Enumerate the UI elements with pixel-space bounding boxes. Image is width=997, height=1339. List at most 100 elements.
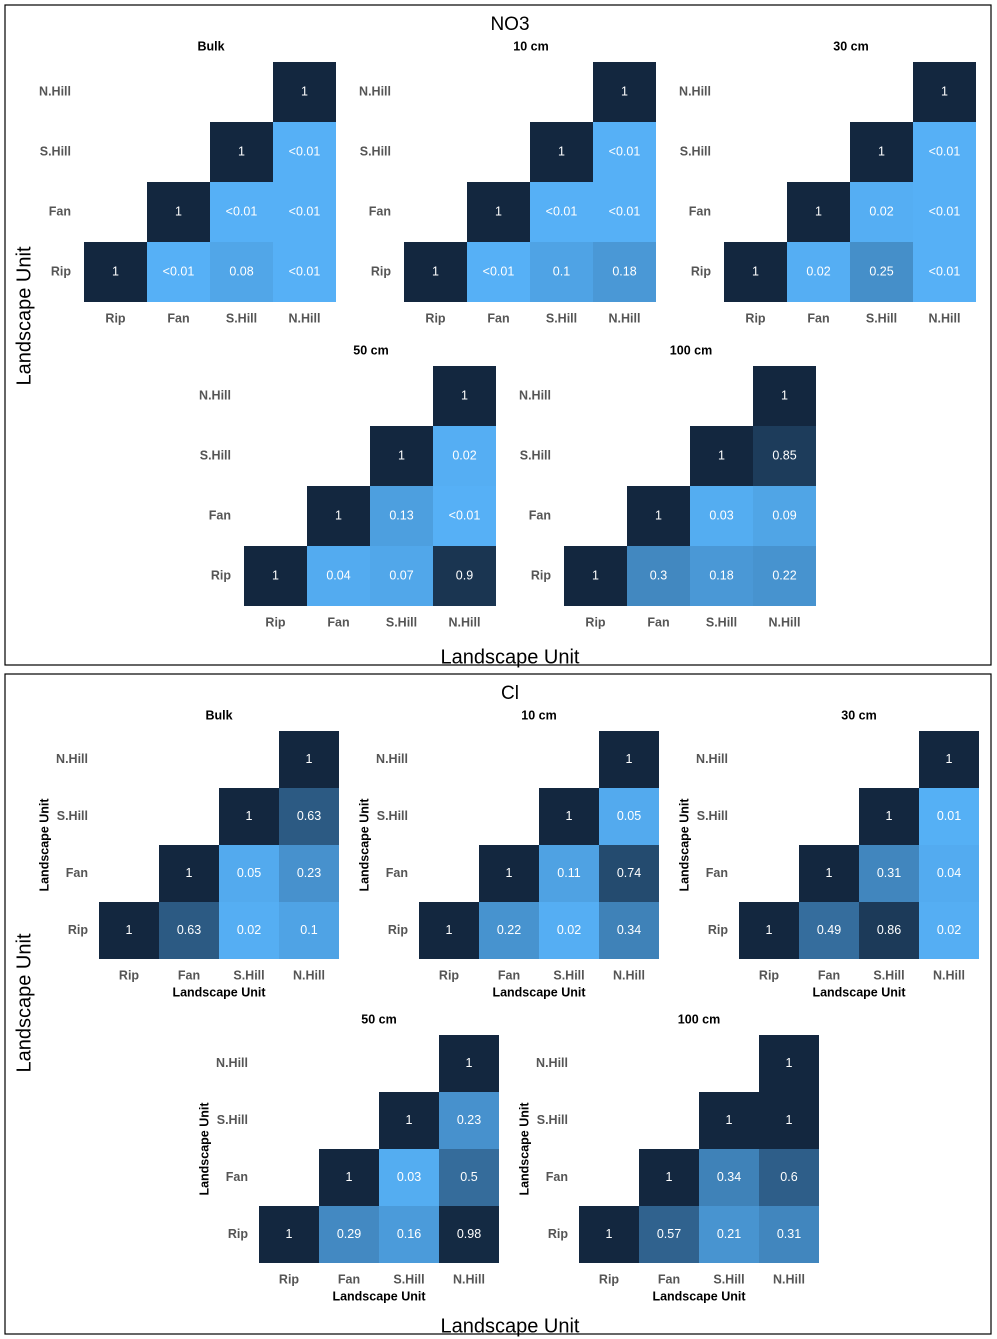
heatmap-cell xyxy=(219,845,279,902)
cell-value-label: 0.63 xyxy=(297,809,321,823)
panel-title: 50 cm xyxy=(353,343,388,357)
y-tick-label: N.Hill xyxy=(519,388,551,402)
cell-value-label: 1 xyxy=(506,866,513,880)
heatmap-cell xyxy=(913,62,976,122)
x-tick-label: N.Hill xyxy=(769,615,801,629)
cell-value-label: 1 xyxy=(815,204,822,218)
y-tick-label: S.Hill xyxy=(40,144,71,158)
panel-30-cm: 30 cm N.Hill 1 S.Hill 1 <0.01 Fan 1 0.02 <0.01 Rip… xyxy=(679,39,976,325)
figure-y-axis-label: Landscape Unit xyxy=(13,933,35,1072)
x-tick-label: S.Hill xyxy=(866,311,897,325)
heatmap-cell xyxy=(913,122,976,182)
y-tick-label: Fan xyxy=(689,204,711,218)
x-tick-label: Rip xyxy=(279,1272,300,1286)
heatmap-cell xyxy=(753,486,816,546)
x-tick-label: Fan xyxy=(487,311,509,325)
cell-value-label: 1 xyxy=(606,1227,613,1241)
heatmap-cell xyxy=(690,546,753,606)
heatmap-cell xyxy=(913,182,976,242)
x-tick-label: Rip xyxy=(119,968,140,982)
cell-value-label: 0.34 xyxy=(717,1170,741,1184)
cell-value-label: 0.25 xyxy=(869,264,893,278)
y-tick-label: Rip xyxy=(691,264,712,278)
y-tick-label: N.Hill xyxy=(376,752,408,766)
cell-value-label: 1 xyxy=(446,923,453,937)
heatmap-cell xyxy=(699,1092,759,1149)
x-tick-label: N.Hill xyxy=(449,615,481,629)
cell-value-label: 0.29 xyxy=(337,1227,361,1241)
heatmap-cell xyxy=(147,242,210,302)
heatmap-cell xyxy=(244,546,307,606)
heatmap-cell xyxy=(593,182,656,242)
x-tick-label: N.Hill xyxy=(453,1272,485,1286)
cell-value-label: <0.01 xyxy=(609,144,641,158)
panel-y-axis-label: Landscape Unit xyxy=(677,798,691,892)
heatmap-cell xyxy=(787,242,850,302)
heatmap-cell xyxy=(467,242,530,302)
x-tick-label: S.Hill xyxy=(226,311,257,325)
x-tick-label: S.Hill xyxy=(386,615,417,629)
figure-x-axis-label: Landscape Unit xyxy=(441,1315,580,1337)
cell-value-label: 0.63 xyxy=(177,923,201,937)
y-tick-label: Rip xyxy=(211,568,232,582)
y-tick-label: Fan xyxy=(529,508,551,522)
heatmap-cell xyxy=(759,1149,819,1206)
x-tick-label: Rip xyxy=(105,311,126,325)
y-tick-label: N.Hill xyxy=(696,752,728,766)
y-tick-label: S.Hill xyxy=(57,809,88,823)
cell-value-label: <0.01 xyxy=(289,264,321,278)
panel-y-axis-label: Landscape Unit xyxy=(197,1102,211,1196)
y-tick-label: N.Hill xyxy=(359,84,391,98)
x-tick-label: S.Hill xyxy=(553,968,584,982)
heatmap-cell xyxy=(787,182,850,242)
panel-x-axis-label: Landscape Unit xyxy=(492,985,586,999)
cell-value-label: 1 xyxy=(432,264,439,278)
cell-value-label: 0.01 xyxy=(937,809,961,823)
cell-value-label: 1 xyxy=(666,1170,673,1184)
heatmap-cell xyxy=(627,546,690,606)
x-tick-label: Rip xyxy=(425,311,446,325)
heatmap-cell xyxy=(759,1092,819,1149)
cell-value-label: 0.08 xyxy=(229,264,253,278)
heatmap-cell xyxy=(279,731,339,788)
heatmap-cell xyxy=(370,486,433,546)
cell-value-label: 0.23 xyxy=(457,1113,481,1127)
cell-value-label: 0.31 xyxy=(777,1227,801,1241)
cell-value-label: 0.85 xyxy=(772,448,796,462)
cell-value-label: 1 xyxy=(878,144,885,158)
y-tick-label: S.Hill xyxy=(360,144,391,158)
x-tick-label: S.Hill xyxy=(546,311,577,325)
cell-value-label: 0.86 xyxy=(877,923,901,937)
panel-title: 100 cm xyxy=(670,343,712,357)
heatmap-cell xyxy=(273,182,336,242)
cell-value-label: 0.09 xyxy=(772,508,796,522)
heatmap-cell xyxy=(859,902,919,959)
panel-x-axis-label: Landscape Unit xyxy=(652,1289,746,1303)
heatmap-cell xyxy=(379,1149,439,1206)
y-tick-label: Fan xyxy=(66,866,88,880)
y-tick-label: S.Hill xyxy=(680,144,711,158)
heatmap-cell xyxy=(147,182,210,242)
heatmap-cell xyxy=(919,902,979,959)
heatmap-cell xyxy=(210,182,273,242)
cell-value-label: 1 xyxy=(186,866,193,880)
cell-value-label: 1 xyxy=(752,264,759,278)
cell-value-label: 0.31 xyxy=(877,866,901,880)
panel-10-cm: 10 cm N.Hill 1 S.Hill 1 0.05 Fan 1 0.11 0.74 Rip 1 0… xyxy=(357,708,659,999)
panel-bulk: Bulk N.Hill 1 S.Hill 1 0.63 Fan 1 0.05 0.23 Rip 1 0.… xyxy=(37,708,339,999)
heatmap-cell xyxy=(850,122,913,182)
heatmap-cell xyxy=(84,242,147,302)
cell-value-label: 1 xyxy=(786,1113,793,1127)
x-tick-label: Fan xyxy=(647,615,669,629)
heatmap-cell xyxy=(433,366,496,426)
figure-title: Cl xyxy=(501,683,519,704)
cell-value-label: 1 xyxy=(335,508,342,522)
panel-x-axis-label: Landscape Unit xyxy=(812,985,906,999)
x-tick-label: Rip xyxy=(599,1272,620,1286)
heatmap-cell xyxy=(593,122,656,182)
panel-title: 10 cm xyxy=(513,39,548,53)
cell-value-label: 1 xyxy=(781,388,788,402)
cell-value-label: 1 xyxy=(592,568,599,582)
y-tick-label: Fan xyxy=(49,204,71,218)
cell-value-label: 1 xyxy=(886,809,893,823)
